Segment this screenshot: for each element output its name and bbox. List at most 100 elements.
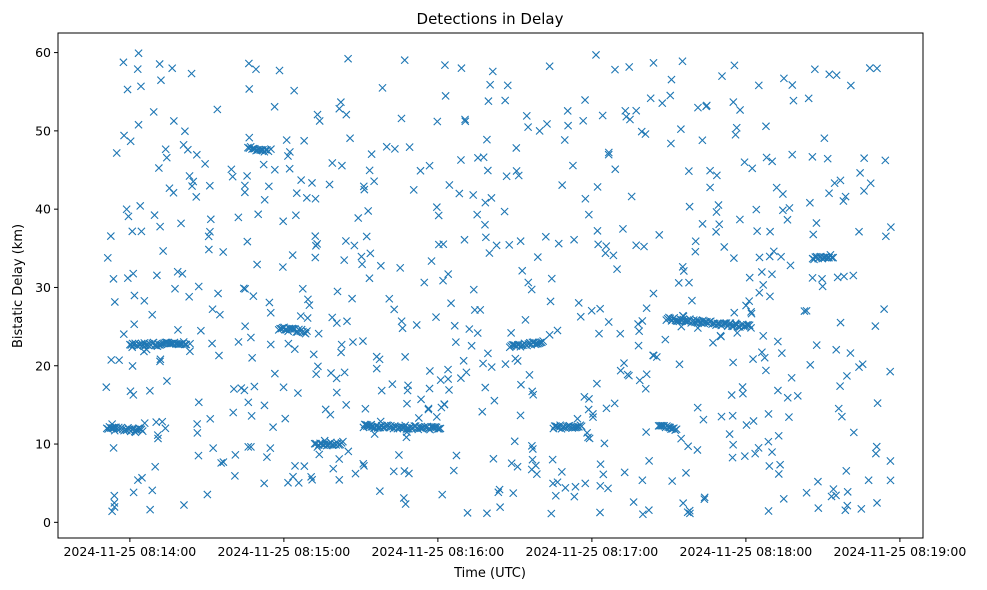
- scatter-point: [364, 206, 373, 215]
- scatter-point: [400, 56, 409, 65]
- scatter-point: [558, 181, 567, 190]
- scatter-point: [292, 189, 301, 198]
- scatter-point: [133, 65, 142, 74]
- scatter-point: [335, 104, 344, 113]
- scatter-point: [284, 339, 293, 348]
- scatter-point: [802, 488, 811, 497]
- scatter-point: [543, 119, 551, 128]
- scatter-point: [644, 506, 653, 515]
- scatter-point: [469, 191, 478, 200]
- scatter-point: [668, 477, 677, 486]
- scatter-point: [302, 327, 311, 336]
- scatter-point: [610, 399, 619, 408]
- scatter-point: [311, 241, 320, 250]
- scatter-point: [181, 340, 190, 349]
- x-tick-label: 2024-11-25 08:19:00: [834, 544, 967, 559]
- scatter-point: [151, 462, 160, 471]
- scatter-point: [774, 431, 783, 440]
- scatter-point: [130, 320, 139, 329]
- scatter-point: [765, 462, 774, 471]
- scatter-point: [667, 75, 676, 84]
- scatter-point: [158, 417, 167, 426]
- scatter-point: [728, 453, 737, 462]
- scatter-point: [281, 414, 290, 423]
- scatter-point: [632, 106, 641, 115]
- scatter-point: [234, 337, 243, 346]
- scatter-point: [549, 479, 557, 488]
- scatter-point: [742, 421, 751, 430]
- scatter-point: [638, 316, 647, 325]
- scatter-point: [864, 476, 873, 485]
- scatter-point: [397, 317, 406, 326]
- scatter-point: [548, 455, 557, 464]
- scatter-point: [693, 324, 702, 333]
- scatter-point: [341, 236, 350, 245]
- scatter-point: [138, 473, 146, 482]
- scatter-point: [134, 49, 143, 58]
- scatter-point: [789, 96, 798, 105]
- scatter-point: [328, 313, 337, 322]
- scatter-point: [593, 182, 602, 191]
- scatter-point: [179, 501, 188, 510]
- scatter-point: [378, 83, 387, 92]
- scatter-point: [308, 475, 317, 484]
- scatter-point: [768, 157, 777, 166]
- scatter-point: [860, 154, 869, 163]
- scatter-point: [148, 310, 157, 319]
- scatter-point: [283, 152, 292, 161]
- scatter-point: [447, 299, 456, 308]
- scatter-point: [860, 186, 868, 195]
- scatter-point: [730, 61, 739, 70]
- scatter-point: [365, 166, 374, 175]
- scatter-point: [348, 294, 357, 303]
- scatter-point: [398, 324, 407, 333]
- scatter-point: [385, 294, 394, 303]
- scatter-point: [638, 510, 647, 519]
- scatter-point: [661, 335, 670, 344]
- scatter-point: [205, 181, 214, 190]
- scatter-point: [570, 235, 579, 244]
- scatter-point: [231, 450, 240, 459]
- scatter-point: [282, 136, 291, 145]
- scatter-point: [206, 215, 215, 224]
- scatter-point: [434, 211, 443, 220]
- scatter-point: [375, 487, 384, 496]
- scatter-point: [547, 274, 556, 283]
- scatter-point: [842, 466, 851, 475]
- scatter-point: [553, 326, 562, 335]
- scatter-point: [444, 365, 453, 374]
- scatter-point: [203, 490, 212, 499]
- scatter-point: [123, 274, 132, 283]
- scatter-point: [455, 189, 464, 198]
- scatter-point: [307, 178, 316, 187]
- scatter-point: [169, 116, 178, 125]
- scatter-point: [524, 123, 533, 132]
- scatter-point: [698, 219, 707, 228]
- scatter-point: [625, 63, 634, 71]
- scatter-point: [871, 449, 880, 458]
- scatter-point: [173, 267, 182, 276]
- scatter-point: [825, 70, 834, 79]
- scatter-point: [208, 305, 217, 314]
- scatter-point: [742, 301, 751, 310]
- scatter-point: [459, 356, 468, 365]
- scatter-point: [404, 469, 413, 478]
- scatter-point: [243, 171, 252, 180]
- scatter-point: [424, 404, 433, 413]
- scatter-point: [492, 241, 501, 250]
- scatter-point: [438, 490, 447, 499]
- scatter-point: [300, 462, 309, 471]
- scatter-point: [153, 431, 162, 440]
- scatter-point: [712, 171, 721, 180]
- scatter-point: [784, 413, 793, 422]
- scatter-point: [214, 289, 223, 298]
- scatter-point: [677, 434, 686, 443]
- scatter-point: [774, 469, 783, 478]
- scatter-point: [337, 340, 346, 349]
- y-tick-label: 50: [35, 123, 51, 138]
- scatter-point: [246, 333, 255, 342]
- scatter-point: [284, 478, 292, 487]
- scatter-point: [240, 181, 249, 190]
- scatter-point: [394, 451, 403, 459]
- scatter-point: [742, 320, 751, 329]
